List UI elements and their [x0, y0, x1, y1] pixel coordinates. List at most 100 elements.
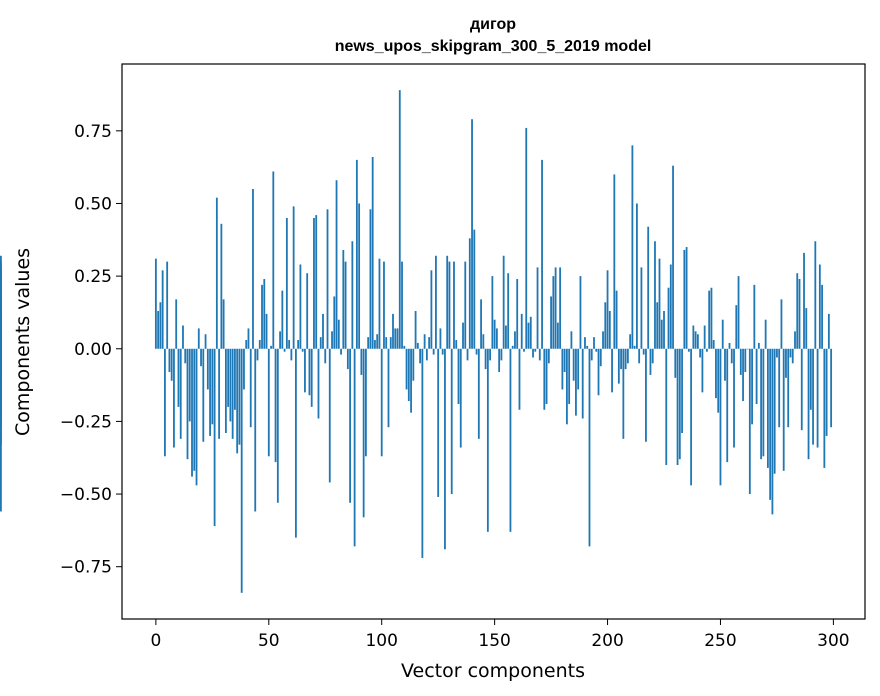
bar-113	[410, 348, 412, 413]
bar-4	[164, 348, 166, 457]
bar-285	[798, 279, 801, 349]
bar-47	[261, 284, 263, 349]
bar-192	[588, 348, 591, 547]
bar-272	[769, 348, 772, 500]
bar-184	[570, 331, 573, 349]
bar-undefined	[0, 255, 2, 349]
bar-250	[719, 348, 722, 486]
bar-252	[724, 348, 726, 381]
bar-1	[157, 310, 160, 349]
bar-277	[780, 299, 783, 349]
bar-170	[538, 348, 541, 361]
bar-295	[821, 284, 823, 349]
bar-190	[584, 337, 586, 349]
bar-99	[378, 258, 381, 349]
bar-60	[290, 348, 293, 361]
bar-166	[529, 316, 532, 349]
bar-45	[256, 348, 259, 361]
bar-253	[726, 348, 729, 463]
bar-225	[663, 310, 665, 349]
bar-156	[507, 273, 510, 349]
bar-68	[308, 348, 311, 396]
bar-201	[608, 310, 611, 349]
bar-217	[645, 348, 647, 442]
bar-246	[710, 287, 713, 349]
bar-131	[450, 348, 453, 495]
bar-213	[636, 203, 638, 349]
bar-119	[423, 334, 426, 349]
bar-281	[789, 348, 792, 358]
bar-21	[202, 348, 205, 442]
bar-87	[351, 241, 354, 349]
bar-235	[685, 247, 688, 349]
bar-251	[721, 319, 724, 349]
bar-165	[527, 322, 530, 349]
bar-14	[186, 348, 189, 460]
bar-150	[493, 319, 496, 349]
bar-214	[638, 348, 641, 364]
x-tick-label: 150	[478, 631, 510, 651]
bar-207	[622, 348, 625, 439]
bar-12	[182, 325, 184, 349]
bar-2	[159, 302, 162, 349]
bar-154	[502, 255, 505, 349]
bar-242	[701, 348, 704, 393]
bar-127	[441, 348, 444, 355]
bar-208	[624, 348, 627, 370]
y-axis-ticks: −0.75 −0.50 −0.25 0.00 0.25 0.50 0.75	[60, 122, 122, 578]
bar-55	[279, 331, 281, 349]
bar-98	[376, 334, 379, 349]
bar-42	[249, 348, 252, 428]
x-tick-label: 0	[150, 631, 161, 651]
bar-112	[407, 348, 410, 402]
bar-136	[462, 322, 464, 349]
bar-62	[294, 348, 297, 538]
bar-8	[173, 348, 175, 448]
bar-29	[220, 223, 223, 349]
chart-subtitle: news_upos_skipgram_300_5_2019 model	[335, 38, 652, 55]
bar-188	[579, 276, 582, 349]
bar-244	[706, 348, 708, 352]
bar-84	[344, 261, 347, 349]
bar-296	[823, 348, 826, 468]
bar-90	[358, 203, 361, 349]
bar-43	[252, 188, 254, 349]
bar-241	[699, 348, 702, 358]
bar-148	[489, 348, 492, 361]
bar-299	[830, 348, 833, 428]
bar-134	[457, 348, 460, 404]
bar-101	[383, 261, 385, 349]
bar-3	[161, 270, 164, 349]
bar-187	[577, 348, 580, 390]
bar-260	[742, 348, 744, 402]
bar-135	[459, 348, 462, 448]
plot-frame	[121, 63, 866, 620]
bar-243	[703, 325, 706, 349]
bar-233	[681, 348, 683, 434]
bar-270	[764, 319, 767, 349]
bar-39	[243, 348, 245, 390]
bar-76	[326, 209, 329, 349]
bar-93	[364, 348, 367, 457]
bar-92	[362, 348, 365, 518]
x-tick-label: 200	[591, 631, 623, 651]
bar-28	[218, 348, 221, 439]
bar-91	[360, 348, 363, 375]
bar-212	[633, 345, 636, 349]
bar-129	[446, 255, 449, 349]
bar-36	[236, 348, 239, 454]
bar-67	[306, 273, 309, 349]
bar-139	[468, 238, 471, 349]
bar-146	[484, 348, 487, 370]
bar-44	[254, 348, 257, 512]
bar-185	[572, 348, 575, 381]
bar-78	[331, 331, 333, 349]
bar-137	[464, 261, 467, 349]
bar-72	[317, 348, 320, 419]
bar-74	[322, 313, 324, 349]
bar-57	[283, 348, 286, 352]
bar-64	[299, 264, 302, 349]
bar-30	[222, 299, 225, 349]
bar-109	[401, 261, 403, 349]
bar-236	[687, 348, 690, 352]
